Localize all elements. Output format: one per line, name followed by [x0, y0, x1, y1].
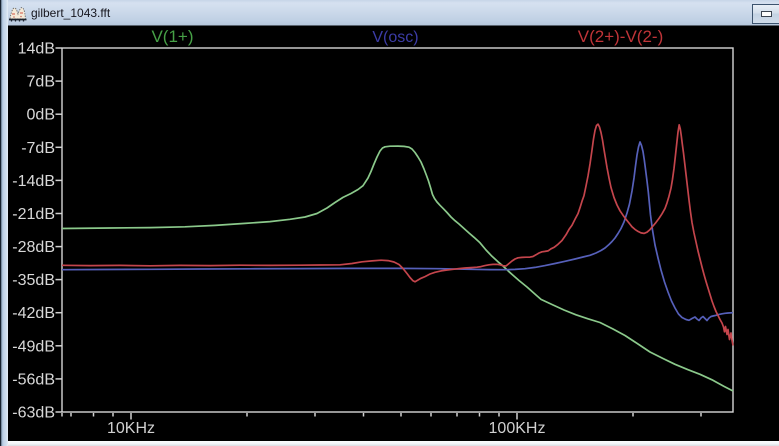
svg-text:-21dB: -21dB: [12, 206, 55, 223]
svg-text:-28dB: -28dB: [12, 239, 55, 256]
svg-text:0dB: 0dB: [27, 107, 55, 124]
svg-text:14dB: 14dB: [18, 41, 55, 58]
svg-text:V(1+): V(1+): [151, 27, 193, 46]
svg-text:-7dB: -7dB: [21, 140, 55, 157]
svg-text:V(osc): V(osc): [372, 29, 418, 46]
svg-text:10KHz: 10KHz: [107, 420, 155, 437]
svg-text:-14dB: -14dB: [12, 173, 55, 190]
svg-text:-42dB: -42dB: [12, 305, 55, 322]
svg-text:-63dB: -63dB: [12, 405, 55, 422]
svg-text:-56dB: -56dB: [12, 371, 55, 388]
svg-text:100KHz: 100KHz: [489, 420, 546, 437]
svg-text:-49dB: -49dB: [12, 338, 55, 355]
svg-text:7dB: 7dB: [27, 74, 55, 91]
svg-text:-35dB: -35dB: [12, 272, 55, 289]
svg-text:V(2+)-V(2-): V(2+)-V(2-): [578, 27, 663, 46]
